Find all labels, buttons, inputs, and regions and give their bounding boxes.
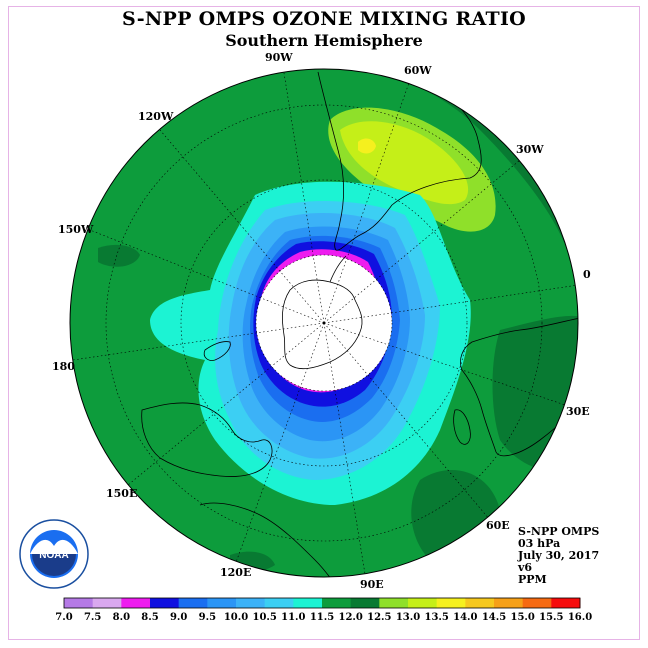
label-60w: 60W (404, 64, 432, 77)
label-150w: 150W (58, 223, 94, 236)
info-version: v6 (518, 561, 533, 574)
map-border (69, 68, 579, 578)
info-level: 03 hPa (518, 537, 561, 550)
coast-madagascar (453, 409, 471, 445)
noaa-logo: NOAA (19, 519, 89, 589)
label-60e: 60E (486, 519, 510, 532)
coast-australia (141, 402, 273, 477)
info-date: July 30, 2017 (518, 549, 600, 562)
figure-frame (8, 6, 640, 640)
coast-antarctica (281, 279, 363, 370)
coast-antarctic-peninsula (329, 255, 347, 283)
map-subtitle: Southern Hemisphere (225, 31, 423, 50)
coastlines (141, 69, 578, 577)
coast-indonesia (199, 502, 333, 577)
info-block: S-NPP OMPS 03 hPa July 30, 2017 v6 PPM (518, 526, 599, 586)
label-0: 0 (583, 268, 591, 281)
noaa-logo-text: NOAA (39, 550, 68, 561)
graticule (72, 72, 578, 575)
field-13-5 (358, 138, 376, 154)
map-title: S-NPP OMPS OZONE MIXING RATIO (121, 8, 527, 30)
label-120e: 120E (220, 566, 252, 579)
label-90w: 90W (265, 51, 293, 64)
south-pole-marker (322, 321, 326, 325)
label-180: 180 (52, 360, 75, 373)
info-instrument: S-NPP OMPS (518, 525, 600, 538)
coast-new-zealand (203, 341, 231, 361)
field-12-0-w (98, 244, 140, 267)
label-90e: 90E (360, 578, 384, 591)
label-30w: 30W (516, 143, 544, 156)
label-30e: 30E (566, 405, 590, 418)
info-units: PPM (518, 573, 547, 586)
label-120w: 120W (138, 110, 174, 123)
coast-africa (460, 317, 578, 457)
label-150e: 150E (106, 487, 138, 500)
